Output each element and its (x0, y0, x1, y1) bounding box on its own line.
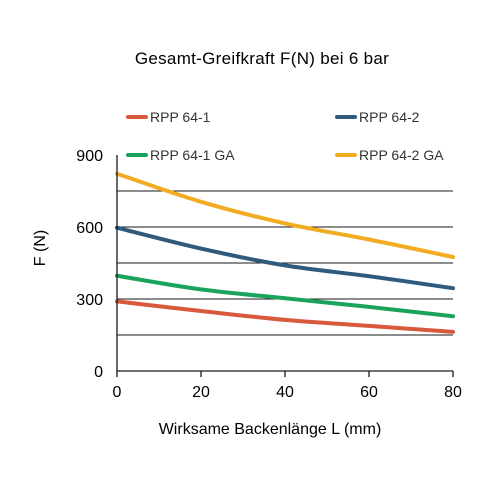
legend-label-rpp-64-1-ga: RPP 64-1 GA (150, 147, 235, 163)
legend-label-rpp-64-1: RPP 64-1 (150, 109, 211, 125)
plot-lines (115, 171, 455, 334)
legend-label-rpp-64-2: RPP 64-2 (359, 109, 420, 125)
y-tick-label: 600 (76, 220, 103, 237)
tick-labels: 0 300 600 900 0 20 40 60 80 (76, 148, 462, 401)
series-line-rpp-64-2 (115, 225, 455, 291)
y-tick-label: 300 (76, 292, 103, 309)
x-tick-label: 20 (192, 384, 210, 401)
x-tick-label: 40 (276, 384, 294, 401)
x-tick-label: 60 (360, 384, 378, 401)
y-tick-label: 900 (76, 148, 103, 165)
legend: RPP 64-1 RPP 64-2 RPP 64-1 GA RPP 64-2 GA (126, 109, 444, 163)
series-line-rpp-64-1 (115, 299, 455, 334)
y-axis-label: F (N) (32, 230, 49, 266)
axes (116, 155, 454, 377)
x-axis-label: Wirksame Backenlänge L (mm) (159, 421, 382, 438)
legend-label-rpp-64-2-ga: RPP 64-2 GA (359, 147, 444, 163)
y-tick-label: 0 (94, 364, 103, 381)
x-tick-label: 80 (444, 384, 462, 401)
series-line-rpp-64-1-ga (115, 273, 455, 319)
series-line-rpp-64-2-ga (115, 171, 455, 259)
x-tick-label: 0 (113, 384, 122, 401)
chart-title: Gesamt-Greifkraft F(N) bei 6 bar (135, 49, 389, 68)
grid (117, 190, 453, 336)
